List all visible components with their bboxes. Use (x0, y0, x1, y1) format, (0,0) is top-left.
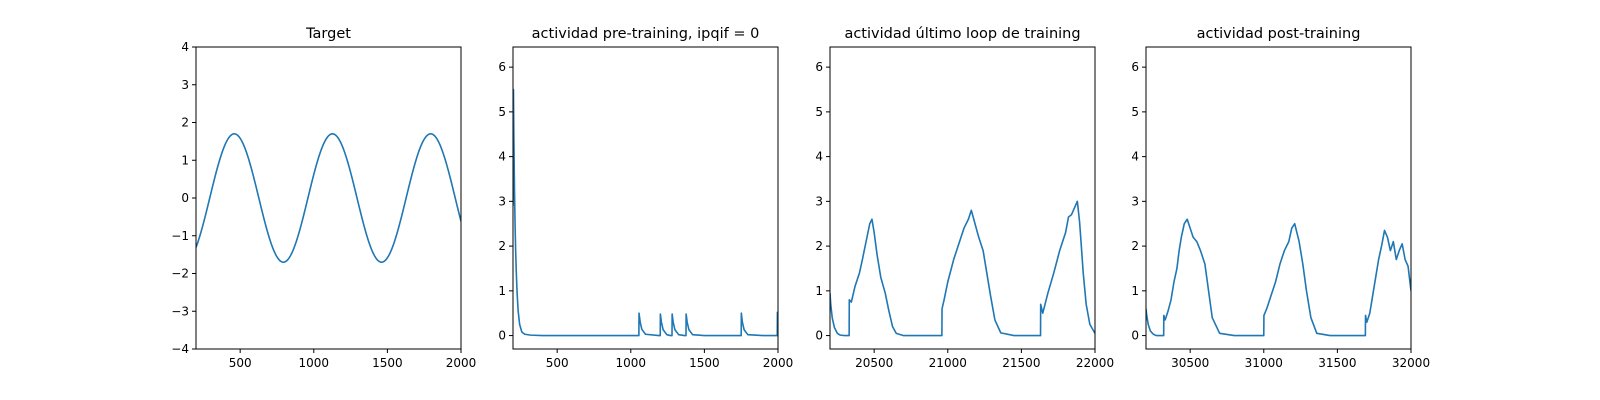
x-tick-label: 1500 (689, 356, 720, 370)
y-tick-label: 0 (181, 191, 189, 205)
x-tick-label: 22000 (1076, 356, 1114, 370)
x-tick-label: 31000 (1245, 356, 1283, 370)
y-tick-label: 5 (498, 105, 506, 119)
y-tick-label: 6 (1131, 60, 1139, 74)
axes-frame (195, 46, 462, 350)
x-tick-label: 31500 (1318, 356, 1356, 370)
x-tick-label: 21500 (1002, 356, 1040, 370)
chart-title: Target (305, 26, 351, 42)
x-tick-label: 20500 (855, 356, 893, 370)
x-tick-label: 1000 (616, 356, 647, 370)
x-tick-label: 30500 (1171, 356, 1209, 370)
y-tick-label: 2 (1131, 239, 1139, 253)
y-tick-label: 1 (815, 284, 823, 298)
series-line-0 (513, 88, 778, 337)
y-tick-label: 2 (181, 116, 189, 130)
x-tick-label: 1000 (299, 356, 330, 370)
y-tick-label: 0 (815, 329, 823, 343)
y-tick-label: 4 (181, 40, 189, 54)
axes-frame (1145, 46, 1412, 350)
x-tick-label: 500 (229, 356, 252, 370)
y-tick-label: 2 (498, 239, 506, 253)
y-tick-label: −4 (171, 342, 189, 356)
y-tick-label: 0 (498, 329, 506, 343)
x-tick-label: 32000 (1392, 356, 1430, 370)
x-tick-label: 21000 (929, 356, 967, 370)
x-tick-label: 500 (546, 356, 569, 370)
chart-panel-pre-training: actividad pre-training, ipqif = 0 500 1000… (498, 26, 793, 370)
y-tick-label: 6 (815, 60, 823, 74)
y-tick-label: 2 (815, 239, 823, 253)
y-tick-label: 5 (815, 105, 823, 119)
x-tick-label: 2000 (446, 356, 477, 370)
y-tick-label: 1 (1131, 284, 1139, 298)
y-tick-label: −1 (171, 229, 189, 243)
y-tick-label: −2 (171, 267, 189, 281)
y-tick-label: 3 (815, 194, 823, 208)
y-tick-label: 3 (1131, 194, 1139, 208)
y-tick-label: 0 (1131, 329, 1139, 343)
y-tick-label: 4 (1131, 150, 1139, 164)
chart-title: actividad post-training (1197, 26, 1361, 42)
y-tick-label: 3 (181, 78, 189, 92)
y-tick-label: 4 (815, 150, 823, 164)
x-tick-label: 1500 (372, 356, 403, 370)
series-line-0 (1146, 218, 1411, 337)
y-tick-label: −3 (171, 304, 189, 318)
axes-frame (512, 46, 779, 350)
series-line-0 (830, 200, 1095, 337)
y-tick-label: 4 (498, 150, 506, 164)
chart-title: actividad pre-training, ipqif = 0 (532, 26, 760, 42)
y-tick-label: 3 (498, 194, 506, 208)
series-line-0 (196, 133, 461, 263)
x-tick-label: 2000 (763, 356, 794, 370)
y-tick-label: 1 (181, 153, 189, 167)
y-tick-label: 5 (1131, 105, 1139, 119)
chart-title: actividad último loop de training (844, 26, 1080, 42)
chart-panel-target: Target 500 1000 1500 2000 −4 −3 −2 −1 0 1 2 3 4 (171, 26, 476, 370)
axes-frame (829, 46, 1096, 350)
y-tick-label: 1 (498, 284, 506, 298)
y-tick-label: 6 (498, 60, 506, 74)
